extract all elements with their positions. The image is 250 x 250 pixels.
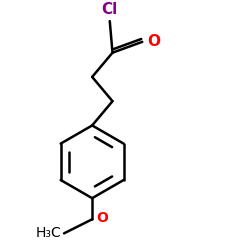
Text: H₃C: H₃C bbox=[36, 226, 61, 240]
Text: O: O bbox=[148, 34, 160, 49]
Text: O: O bbox=[96, 211, 108, 225]
Text: Cl: Cl bbox=[102, 2, 118, 17]
